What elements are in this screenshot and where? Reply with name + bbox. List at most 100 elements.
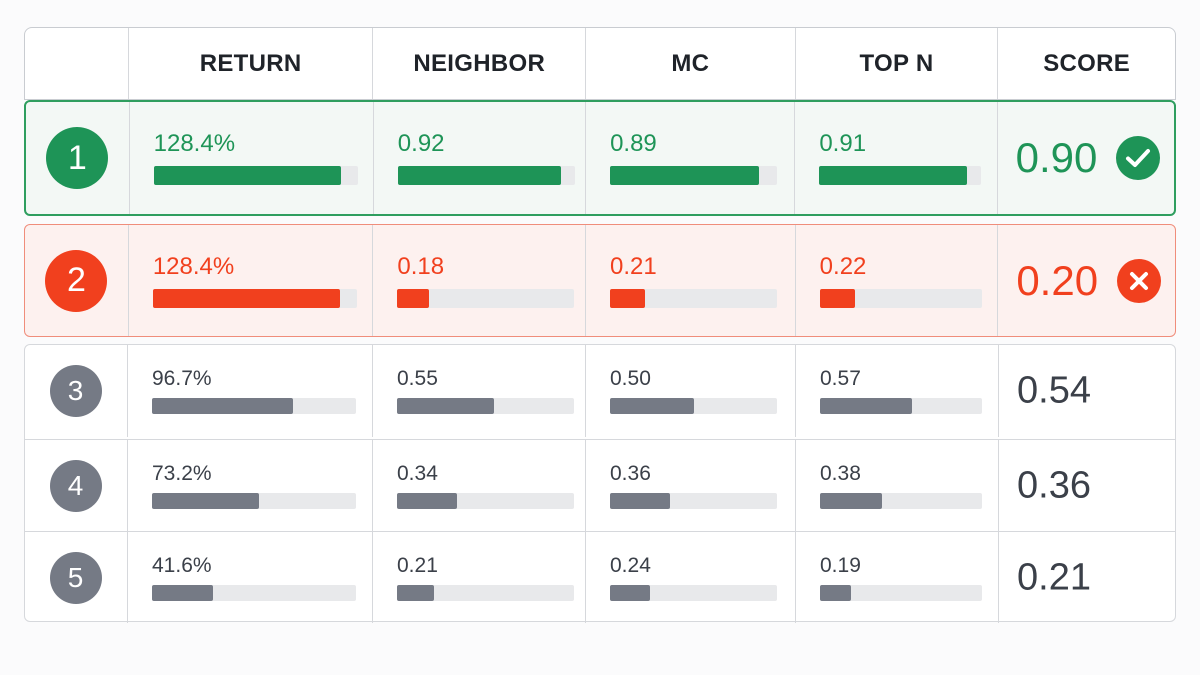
rank-cell: 2 xyxy=(25,225,129,336)
return-value-label: 41.6% xyxy=(152,554,212,577)
mc-metric: 0.36 xyxy=(610,462,777,509)
topn-bar-track xyxy=(820,398,982,414)
mc-metric: 0.24 xyxy=(610,554,777,601)
mc-cell: 0.89 xyxy=(586,102,796,214)
score-value: 0.90 xyxy=(1015,134,1098,181)
rank-cell: 3 xyxy=(24,345,128,437)
mc-bar-track xyxy=(610,493,777,509)
neighbor-cell: 0.34 xyxy=(373,440,586,531)
mc-bar-track xyxy=(610,166,778,185)
neighbor-metric: 0.92 xyxy=(397,130,575,185)
neighbor-metric: 0.34 xyxy=(397,462,574,509)
return-bar-track xyxy=(152,585,356,601)
return-bar-fill xyxy=(152,493,259,509)
neighbor-cell: 0.55 xyxy=(373,345,586,437)
rank-cell: 4 xyxy=(24,440,128,531)
topn-bar-fill xyxy=(820,398,913,414)
rank-cell: 1 xyxy=(26,102,130,214)
mc-bar-track xyxy=(610,289,778,308)
neighbor-value-label: 0.92 xyxy=(397,130,445,157)
neighbor-value-label: 0.18 xyxy=(397,253,445,280)
return-bar-fill xyxy=(152,585,213,601)
topn-bar-fill xyxy=(819,166,967,185)
neighbor-bar-fill xyxy=(397,398,495,414)
topn-bar-fill xyxy=(820,585,851,601)
topn-value-label: 0.57 xyxy=(820,367,861,390)
mc-bar-fill xyxy=(610,289,646,308)
neighbor-cell: 0.92 xyxy=(374,102,587,214)
topn-bar-track xyxy=(819,166,982,185)
score-value: 0.54 xyxy=(1017,369,1091,412)
score-cell: 0.21 xyxy=(999,532,1176,623)
rank-badge: 5 xyxy=(49,551,102,604)
return-bar-fill xyxy=(152,398,293,414)
mc-value-label: 0.89 xyxy=(610,130,657,157)
topn-value-label: 0.38 xyxy=(820,462,861,485)
table-header: RETURN NEIGHBOR MC TOP N SCORE xyxy=(24,27,1176,100)
neighbor-cell: 0.21 xyxy=(373,532,586,623)
topn-bar-track xyxy=(819,289,982,308)
neighbor-bar-fill xyxy=(397,493,458,509)
topn-cell: 0.91 xyxy=(795,102,998,214)
table-row-2: 2 128.4% 0.18 0.21 0.22 0.20 xyxy=(24,224,1176,337)
neighbor-metric: 0.55 xyxy=(397,367,574,414)
score-value: 0.20 xyxy=(1016,256,1099,304)
table-row-3: 3 96.7% 0.55 0.50 0.57 0.54 xyxy=(24,345,1176,437)
rank-badge: 2 xyxy=(45,249,108,312)
topn-metric: 0.91 xyxy=(819,130,982,185)
mc-metric: 0.50 xyxy=(610,367,777,414)
header-neighbor: NEIGHBOR xyxy=(373,28,587,99)
topn-cell: 0.57 xyxy=(796,345,999,437)
return-value-label: 128.4% xyxy=(153,130,236,157)
topn-metric: 0.57 xyxy=(820,367,982,414)
return-bar-fill xyxy=(152,289,340,308)
neighbor-metric: 0.18 xyxy=(397,253,575,308)
neighbor-bar-fill xyxy=(397,585,435,601)
neighbor-bar-fill xyxy=(397,289,430,308)
topn-bar-track xyxy=(820,493,982,509)
mc-bar-fill xyxy=(610,493,671,509)
mc-value-label: 0.50 xyxy=(610,367,651,390)
topn-value-label: 0.91 xyxy=(819,130,867,157)
topn-value-label: 0.19 xyxy=(820,554,861,577)
header-topn: TOP N xyxy=(796,28,999,99)
return-value-label: 73.2% xyxy=(152,462,212,485)
topn-cell: 0.19 xyxy=(796,532,999,623)
rank-badge: 1 xyxy=(46,127,109,189)
neighbor-value-label: 0.21 xyxy=(397,554,438,577)
topn-bar-fill xyxy=(820,493,882,509)
ranked-rows-group xyxy=(24,344,1176,622)
score-cell: 0.20 xyxy=(998,225,1175,336)
mc-cell: 0.24 xyxy=(586,532,796,623)
neighbor-metric: 0.21 xyxy=(397,554,574,601)
mc-bar-fill xyxy=(610,585,651,601)
topn-cell: 0.22 xyxy=(796,225,999,336)
check-circle-icon xyxy=(1116,136,1160,180)
return-cell: 73.2% xyxy=(128,440,373,531)
return-metric: 73.2% xyxy=(152,462,356,509)
return-metric: 96.7% xyxy=(152,367,356,414)
neighbor-value-label: 0.34 xyxy=(397,462,438,485)
mc-bar-track xyxy=(610,398,777,414)
mc-value-label: 0.36 xyxy=(610,462,651,485)
mc-bar-fill xyxy=(610,398,694,414)
neighbor-bar-track xyxy=(397,166,575,185)
mc-metric: 0.21 xyxy=(610,253,778,308)
rank-cell: 5 xyxy=(24,532,128,623)
rank-badge: 4 xyxy=(49,459,102,512)
return-bar-track xyxy=(152,398,356,414)
return-cell: 128.4% xyxy=(130,102,374,214)
return-cell: 41.6% xyxy=(128,532,373,623)
header-return: RETURN xyxy=(129,28,374,99)
topn-value-label: 0.22 xyxy=(819,253,867,280)
return-bar-track xyxy=(152,289,357,308)
neighbor-value-label: 0.55 xyxy=(397,367,438,390)
score-value: 0.21 xyxy=(1017,556,1091,598)
topn-bar-track xyxy=(820,585,982,601)
topn-metric: 0.38 xyxy=(820,462,982,509)
topn-metric: 0.22 xyxy=(819,253,982,308)
return-metric: 128.4% xyxy=(152,253,357,308)
return-cell: 128.4% xyxy=(129,225,374,336)
score-cell: 0.36 xyxy=(999,440,1176,531)
neighbor-bar-track xyxy=(397,585,574,601)
